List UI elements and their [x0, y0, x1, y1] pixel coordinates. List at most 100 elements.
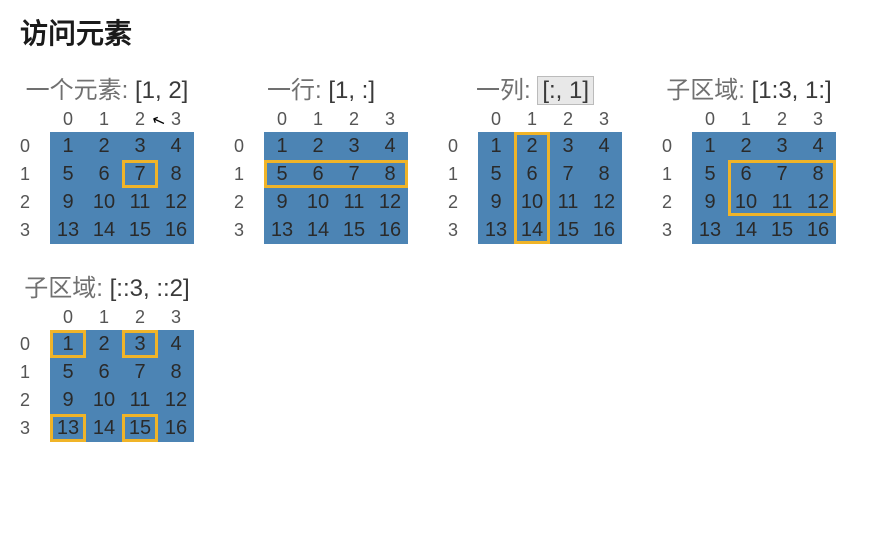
matrix-cell: 14 [86, 414, 122, 442]
matrix-cell: 11 [336, 188, 372, 216]
matrix-cell: 14 [300, 216, 336, 244]
matrix-grid: 12345678910111213141516 [478, 132, 622, 244]
example-col: 一列: [:, 1]012301231234567891011121314151… [448, 70, 622, 244]
col-header: 1 [300, 109, 336, 130]
matrix-cell: 6 [514, 160, 550, 188]
matrix-cell: 1 [50, 132, 86, 160]
matrix-cell: 9 [264, 188, 300, 216]
example-subregion1: 子区域: [1:3, 1:]01230123123456789101112131… [662, 70, 836, 244]
matrix-cell: 11 [764, 188, 800, 216]
matrix-cell: 16 [158, 216, 194, 244]
matrix-cell: 4 [158, 132, 194, 160]
row-header: 1 [662, 160, 672, 188]
label-code: [:, 1] [537, 76, 594, 105]
matrix-cell: 13 [264, 216, 300, 244]
example-label: 一个元素: [1, 2] [26, 70, 189, 105]
matrix-cell: 7 [122, 358, 158, 386]
example-label: 一列: [:, 1] [476, 70, 594, 105]
matrix-cell: 16 [586, 216, 622, 244]
matrix-cell: 7 [336, 160, 372, 188]
row-header: 0 [662, 132, 672, 160]
row-header: 1 [20, 160, 30, 188]
label-code: [::3, ::2] [110, 275, 190, 302]
row-header: 3 [448, 216, 458, 244]
matrix-block: 0123012312345678910111213141516 [448, 109, 622, 244]
matrix-cell: 8 [158, 358, 194, 386]
matrix-cell: 1 [50, 330, 86, 358]
matrix-cell: 14 [86, 216, 122, 244]
example-row: 一行: [1, :]012301231234567891011121314151… [234, 70, 408, 244]
matrix-cell: 10 [300, 188, 336, 216]
matrix-cell: 3 [336, 132, 372, 160]
matrix-cell: 5 [50, 160, 86, 188]
matrix-cell: 9 [50, 386, 86, 414]
matrix-cell: 2 [86, 132, 122, 160]
label-code: [1:3, 1:] [752, 77, 832, 104]
matrix-cell: 16 [800, 216, 836, 244]
matrix-cell: 5 [692, 160, 728, 188]
matrix-cell: 15 [764, 216, 800, 244]
matrix-cell: 12 [158, 188, 194, 216]
matrix-cell: 6 [86, 358, 122, 386]
col-header: 1 [86, 307, 122, 328]
row-header: 2 [20, 188, 30, 216]
matrix-cell: 10 [514, 188, 550, 216]
col-header: 3↖ [158, 109, 194, 130]
col-header: 3 [158, 307, 194, 328]
row-header: 0 [234, 132, 244, 160]
example-subregion2: 子区域: [::3, ::2]0123012312345678910111213… [20, 268, 194, 442]
matrix-grid: 12345678910111213141516 [692, 132, 836, 244]
col-header: 0 [264, 109, 300, 130]
matrix-cell: 12 [158, 386, 194, 414]
matrix-grid: 12345678910111213141516 [264, 132, 408, 244]
col-header: 3 [372, 109, 408, 130]
col-headers: 0123 [692, 109, 836, 130]
matrix-cell: 8 [800, 160, 836, 188]
matrix-cell: 2 [86, 330, 122, 358]
matrix-cell: 2 [728, 132, 764, 160]
matrix-cell: 13 [478, 216, 514, 244]
row-headers: 0123 [234, 132, 244, 244]
matrix-cell: 13 [50, 216, 86, 244]
matrix-block: 0123012312345678910111213141516 [662, 109, 836, 244]
row-header: 1 [20, 358, 30, 386]
col-header: 2 [122, 307, 158, 328]
matrix-cell: 8 [158, 160, 194, 188]
matrix-cell: 11 [550, 188, 586, 216]
matrix-cell: 8 [372, 160, 408, 188]
col-header: 0 [692, 109, 728, 130]
col-header: 2 [764, 109, 800, 130]
row-headers: 0123 [20, 330, 30, 442]
matrix-cell: 12 [586, 188, 622, 216]
label-prefix: 一列: [476, 77, 537, 104]
matrix-cell: 12 [800, 188, 836, 216]
col-header: 1 [514, 109, 550, 130]
matrix-cell: 6 [728, 160, 764, 188]
matrix-cell: 15 [550, 216, 586, 244]
row-header: 0 [448, 132, 458, 160]
matrix-block: 0123012312345678910111213141516 [20, 307, 194, 442]
matrix-cell: 12 [372, 188, 408, 216]
matrix-cell: 8 [586, 160, 622, 188]
col-header: 2 [336, 109, 372, 130]
matrix-cell: 13 [692, 216, 728, 244]
matrix-cell: 2 [300, 132, 336, 160]
matrix-cell: 14 [514, 216, 550, 244]
matrix-cell: 7 [764, 160, 800, 188]
matrix-cell: 3 [122, 330, 158, 358]
matrix-cell: 7 [550, 160, 586, 188]
matrix-cell: 3 [550, 132, 586, 160]
matrix-cell: 3 [122, 132, 158, 160]
col-header: 0 [478, 109, 514, 130]
matrix-cell: 3 [764, 132, 800, 160]
matrix-block: 0123↖012312345678910111213141516 [20, 109, 194, 244]
label-code: [1, 2] [135, 77, 188, 104]
row-header: 1 [448, 160, 458, 188]
row-header: 2 [234, 188, 244, 216]
example-label: 子区域: [::3, ::2] [24, 268, 189, 303]
label-prefix: 一行: [267, 77, 328, 104]
matrix-cell: 5 [50, 358, 86, 386]
matrix-cell: 2 [514, 132, 550, 160]
matrix-cell: 10 [728, 188, 764, 216]
row-header: 1 [234, 160, 244, 188]
